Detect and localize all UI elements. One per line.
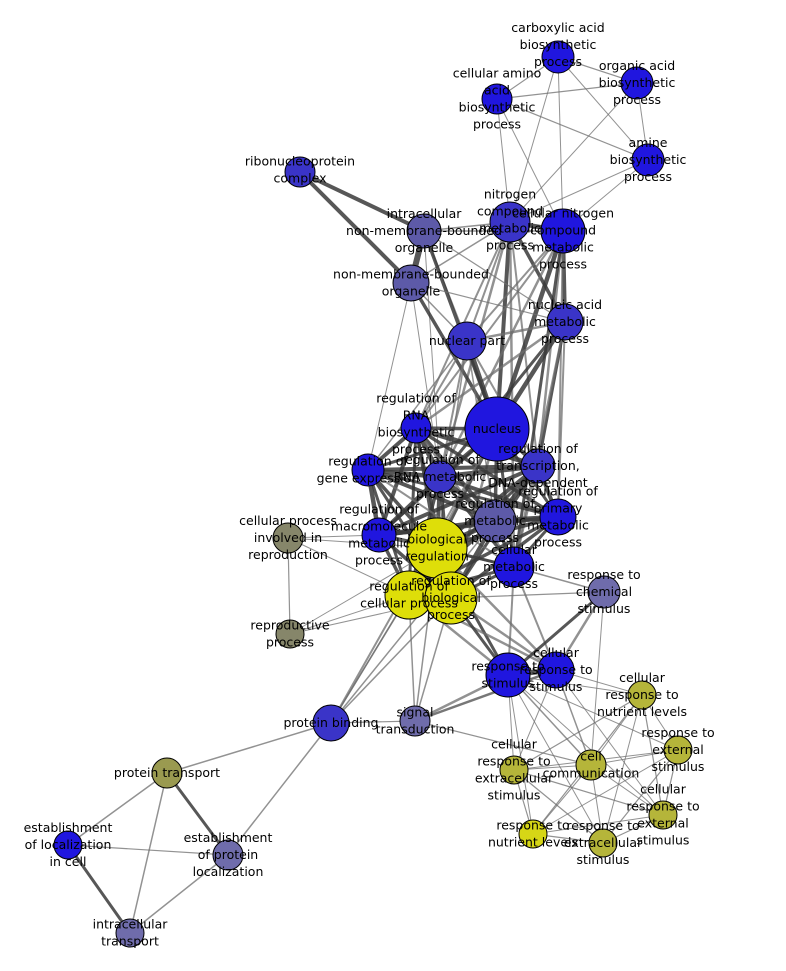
graph-node-nucleus[interactable]: nucleus: [464, 396, 530, 462]
graph-edge: [410, 282, 566, 323]
graph-node-cellular-response-to-extracellular-stimulus[interactable]: cellular response to extracellular stimu…: [499, 755, 529, 785]
graph-edge: [512, 229, 565, 569]
graph-edge: [509, 56, 559, 223]
graph-edge: [67, 772, 168, 846]
graph-edge: [414, 720, 592, 766]
graph-edge: [495, 220, 512, 431]
graph-edge: [439, 340, 468, 478]
graph-edge: [507, 674, 664, 816]
graph-edge: [641, 694, 664, 816]
graph-node-ribonucleoprotein-complex[interactable]: ribonucleoprotein complex: [284, 156, 316, 188]
graph-node-cellular-response-to-external-stimulus[interactable]: cellular response to external stimulus: [648, 800, 678, 830]
graph-edge: [66, 843, 132, 935]
graph-node-cell-communication[interactable]: cell communication: [575, 749, 607, 781]
graph-edge: [557, 56, 649, 161]
graph-node-regulation-of-macromolecule-metabolic-process[interactable]: regulation of macromolecule metabolic pr…: [361, 517, 397, 553]
graph-node-response-to-chemical-stimulus[interactable]: response to chemical stimulus: [587, 575, 621, 609]
graph-node-signal-transduction[interactable]: signal transduction: [399, 705, 431, 737]
graph-edge: [532, 814, 664, 835]
graph-edge: [602, 749, 679, 844]
graph-node-cellular-response-to-stimulus[interactable]: cellular response to stimulus: [537, 651, 575, 689]
graph-edge: [129, 772, 168, 934]
graph-node-regulation-of-metabolic-process[interactable]: regulation of metabolic process: [473, 499, 517, 543]
graph-edge: [496, 82, 638, 100]
graph-edge: [532, 749, 679, 835]
graph-node-non-membrane-bounded-organelle[interactable]: non-membrane-bounded organelle: [392, 264, 430, 302]
graph-edge: [509, 159, 649, 223]
graph-edge: [438, 229, 565, 479]
graph-edge: [509, 82, 638, 223]
graph-edge: [414, 669, 557, 722]
graph-node-establishment-of-protein-localization[interactable]: establishment of protein localization: [212, 839, 244, 871]
graph-node-biological-regulation[interactable]: biological regulation: [406, 517, 468, 579]
graph-edge: [407, 426, 418, 597]
graph-node-cellular-nitrogen-compound-metabolic-process[interactable]: cellular nitrogen compound metabolic pro…: [540, 208, 586, 254]
graph-node-response-to-extracellular-stimulus[interactable]: response to extracellular stimulus: [588, 828, 618, 858]
graph-node-amine-biosynthetic-process[interactable]: amine biosynthetic process: [631, 143, 665, 177]
graph-node-intracellular-non-membrane-bounded-organelle[interactable]: intracellular non-membrane-bounded organ…: [406, 213, 442, 249]
graph-edge: [367, 282, 412, 471]
nodes-layer[interactable]: carboxylic acid biosynthetic process orga…: [53, 40, 693, 948]
graph-edge: [129, 854, 229, 934]
graph-node-cellular-amino-acid-biosynthetic-process[interactable]: cellular amino acid biosynthetic process: [481, 83, 513, 115]
graph-node-nucleic-acid-metabolic-process[interactable]: nucleic acid metabolic process: [546, 303, 584, 341]
graph-edge: [366, 468, 560, 519]
graph-edge: [466, 221, 511, 342]
graph-node-regulation-of-transcription-dna-dependent[interactable]: regulation of transcription, DNA-depende…: [520, 448, 556, 484]
graph-node-cellular-response-to-nutrient-levels[interactable]: cellular response to nutrient levels: [627, 680, 657, 710]
graph-node-nitrogen-compound-metabolic-process[interactable]: nitrogen compound metabolic process: [489, 201, 531, 243]
graph-edge: [227, 722, 332, 856]
graph-edge: [330, 520, 496, 724]
graph-edge: [496, 98, 649, 161]
graph-edge: [367, 340, 468, 471]
graph-edge: [496, 98, 564, 232]
graph-edge: [330, 597, 452, 724]
graph-node-nuclear-part[interactable]: nuclear part: [447, 321, 487, 361]
graph-node-establishment-of-localization-in-cell[interactable]: establishment of localization in cell: [53, 830, 83, 860]
graph-edge: [508, 220, 516, 569]
graph-edge: [507, 674, 604, 844]
graph-node-cellular-metabolic-process[interactable]: cellular metabolic process: [493, 546, 535, 588]
graph-edge: [513, 769, 604, 844]
graph-edge: [513, 694, 643, 771]
graph-edge: [410, 282, 441, 478]
graph-node-regulation-of-rna-biosynthetic-process[interactable]: regulation of RNA biosynthetic process: [400, 412, 432, 444]
graph-edge: [423, 230, 566, 323]
graph-edge: [513, 769, 664, 816]
graph-node-reproductive-process[interactable]: reproductive process: [275, 619, 305, 649]
graph-edge: [496, 98, 511, 223]
graph-edge: [287, 537, 291, 635]
graph-edge: [557, 56, 564, 232]
graph-edge: [557, 321, 566, 518]
graph-edge: [166, 722, 332, 774]
graph-node-protein-transport[interactable]: protein transport: [151, 757, 183, 789]
graph-node-intracellular-transport[interactable]: intracellular transport: [115, 918, 145, 948]
graph-edge: [377, 464, 540, 537]
graph-node-carboxylic-acid-biosynthetic-process[interactable]: carboxylic acid biosynthetic process: [541, 40, 575, 74]
graph-edge: [366, 468, 497, 523]
graph-node-response-to-nutrient-levels[interactable]: response to nutrient levels: [518, 819, 548, 849]
graph-edge: [67, 844, 229, 856]
graph-node-organic-acid-biosynthetic-process[interactable]: organic acid biosynthetic process: [620, 66, 654, 100]
graph-node-protein-binding[interactable]: protein binding: [312, 704, 350, 742]
graph-edge: [590, 591, 605, 766]
graph-edge: [466, 230, 564, 342]
graph-edge: [602, 694, 643, 844]
graph-edge: [165, 771, 230, 857]
graph-node-regulation-of-rna-metabolic-process[interactable]: regulation of RNA metabolic process: [423, 460, 457, 494]
graph-edge: [414, 320, 567, 430]
graph-node-regulation-of-gene-expression[interactable]: regulation of gene expression: [351, 453, 385, 487]
graph-node-regulation-of-biological-process[interactable]: regulation of biological process: [424, 571, 478, 625]
graph-node-cellular-process-involved-in-reproduction[interactable]: cellular process involved in reproductio…: [272, 522, 304, 554]
graph-edge: [415, 230, 564, 429]
graph-node-response-to-external-stimulus[interactable]: response to external stimulus: [663, 735, 693, 765]
graph-node-regulation-of-primary-metabolic-process[interactable]: regulation of primary metabolic process: [539, 498, 577, 536]
graph-edge: [298, 170, 413, 285]
graph-edge: [377, 515, 560, 537]
graph-node-response-to-stimulus[interactable]: response to stimulus: [485, 652, 531, 698]
graph-edge: [298, 170, 426, 233]
